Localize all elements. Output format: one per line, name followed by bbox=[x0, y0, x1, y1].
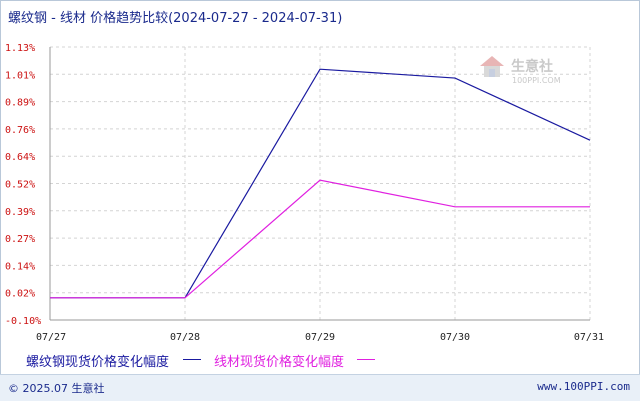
legend-swatch-wire bbox=[357, 359, 375, 360]
watermark-brand: 生意社 bbox=[511, 58, 553, 75]
y-tick-label: 0.64% bbox=[5, 152, 35, 163]
y-axis: 1.13% 1.01% 0.89% 0.76% 0.64% 0.52% 0.39% 0.27%… bbox=[5, 43, 41, 327]
chart-title: 螺纹钢 - 线材 价格趋势比较(2024-07-27 - 2024-07-31) bbox=[8, 11, 343, 26]
y-tick-label: 0.02% bbox=[5, 289, 35, 300]
x-axis: 07/27 07/28 07/29 07/30 07/31 bbox=[36, 332, 604, 343]
x-tick-label: 07/27 bbox=[36, 332, 66, 343]
grid bbox=[49, 46, 591, 321]
y-tick-label: 0.39% bbox=[5, 207, 35, 218]
watermark: 生意社 100PPI.COM bbox=[480, 56, 561, 85]
y-tick-label: 0.89% bbox=[5, 98, 35, 109]
y-tick-label: 0.27% bbox=[5, 234, 35, 245]
footer-site-link[interactable]: www.100PPI.com bbox=[537, 380, 630, 393]
y-tick-label: -0.10% bbox=[5, 316, 41, 327]
x-tick-label: 07/29 bbox=[305, 332, 335, 343]
house-logo-icon bbox=[480, 56, 504, 77]
x-tick-label: 07/30 bbox=[440, 332, 470, 343]
y-tick-label: 1.13% bbox=[5, 43, 35, 54]
legend-label-rebar: 螺纹钢现货价格变化幅度 bbox=[26, 355, 170, 370]
x-tick-label: 07/31 bbox=[574, 332, 604, 343]
legend: 螺纹钢现货价格变化幅度 线材现货价格变化幅度 bbox=[0, 346, 640, 370]
y-tick-label: 0.14% bbox=[5, 261, 35, 272]
x-tick-label: 07/28 bbox=[170, 332, 200, 343]
watermark-url: 100PPI.COM bbox=[512, 76, 561, 85]
legend-swatch-rebar bbox=[183, 359, 201, 360]
y-tick-label: 0.52% bbox=[5, 180, 35, 191]
footer-copyright: © 2025.07 生意社 bbox=[8, 382, 105, 395]
y-tick-label: 0.76% bbox=[5, 125, 35, 136]
footer-bar bbox=[0, 374, 640, 401]
legend-label-wire: 线材现货价格变化幅度 bbox=[214, 355, 345, 370]
y-tick-label: 1.01% bbox=[5, 70, 35, 81]
series-lines bbox=[50, 68, 591, 299]
series-line-1 bbox=[50, 179, 590, 299]
